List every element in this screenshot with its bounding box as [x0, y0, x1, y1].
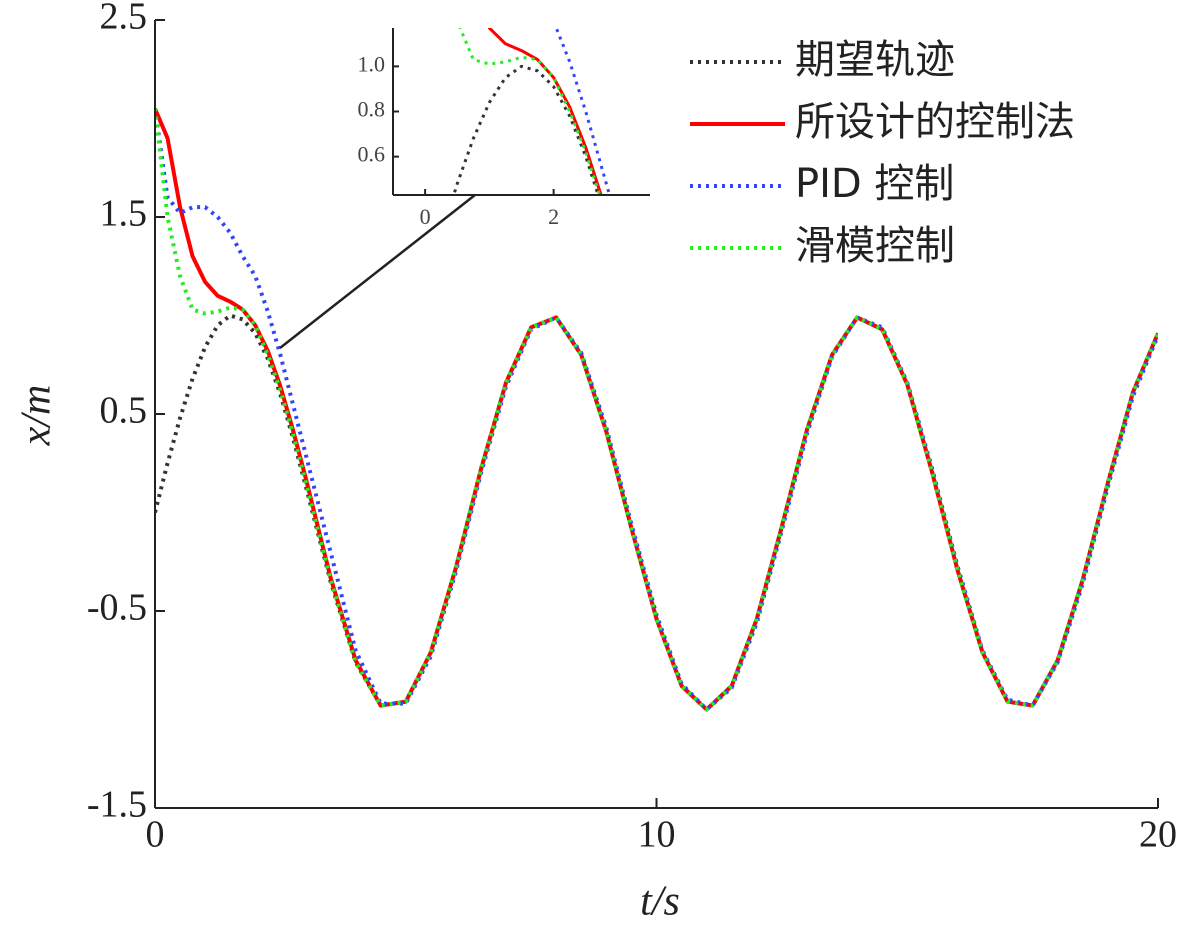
- inset-frame: [393, 28, 650, 195]
- x-tick-label: 0: [146, 814, 165, 856]
- y-tick-label: 0.8: [358, 97, 386, 122]
- y-tick-label: 2.5: [100, 0, 148, 38]
- main-plot: 0 10 20-1.5-0.50.51.52.5: [87, 0, 1177, 856]
- x-tick-label: 20: [1139, 814, 1177, 856]
- x-axis-label: t/s: [640, 879, 680, 925]
- legend-label: 所设计的控制法: [795, 99, 1075, 145]
- series-lines: [155, 107, 1158, 712]
- legend-label: PID 控制: [795, 161, 954, 207]
- inset-plot: 0 2 0.6 0.8 1.0: [358, 28, 650, 229]
- x-tick-label: 2: [548, 204, 559, 229]
- x-tick-label: 10: [638, 814, 676, 856]
- x-tick-label: 0: [420, 204, 431, 229]
- y-tick-label: 1.5: [100, 193, 148, 235]
- inset-connector: [279, 194, 476, 349]
- series-line: [452, 64, 600, 195]
- y-tick-label: 0.6: [358, 142, 386, 167]
- y-axis-label: x/m: [14, 385, 60, 447]
- legend-label: 期望轨迹: [795, 37, 955, 83]
- y-tick-label: -1.5: [87, 784, 147, 826]
- series-line: [487, 28, 603, 195]
- y-tick-label: -0.5: [87, 587, 147, 629]
- legend-label: 滑模控制: [795, 223, 955, 269]
- y-tick-label: 1.0: [358, 51, 386, 76]
- series-line: [155, 313, 1158, 712]
- series-line: [155, 107, 1158, 712]
- y-tick-label: 0.5: [100, 390, 148, 432]
- series-lines: [452, 28, 612, 195]
